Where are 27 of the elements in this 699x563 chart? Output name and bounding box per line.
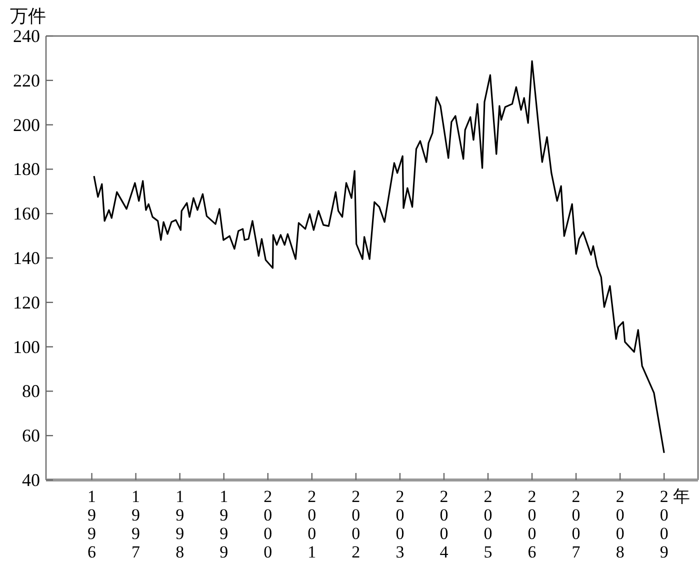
x-tick-label: 2 0 0 6 [528, 487, 536, 562]
x-tick-label: 2 0 0 2 [352, 487, 360, 562]
x-tick-label: 2 0 0 4 [440, 487, 449, 562]
y-tick-label: 200 [13, 114, 40, 135]
x-tick-label: 2 0 0 3 [396, 487, 404, 562]
y-tick-label: 160 [13, 204, 40, 224]
y-tick-label: 240 [13, 26, 40, 46]
y-tick-label: 120 [13, 292, 40, 312]
x-tick-label: 1 9 9 8 [176, 487, 184, 562]
y-tick-label: 60 [22, 426, 40, 446]
y-tick-label: 40 [22, 470, 40, 490]
x-axis-title: 年 [673, 487, 690, 506]
x-tick-label: 2 0 0 8 [616, 487, 624, 562]
x-tick-label: 2 0 0 0 [264, 487, 272, 562]
y-tick-label: 80 [22, 381, 40, 402]
x-tick-label: 1 9 9 7 [132, 487, 141, 562]
y-axis-title: 万件 [10, 6, 46, 26]
x-tick-label: 2 0 0 9 [660, 487, 668, 562]
y-tick-label: 220 [13, 70, 40, 90]
x-tick-label: 2 0 0 7 [572, 487, 581, 562]
y-tick-label: 140 [13, 248, 40, 268]
y-tick-label: 180 [13, 159, 40, 180]
x-tick-label: 2 0 0 5 [484, 487, 492, 562]
x-tick-label: 2 0 0 1 [308, 487, 316, 562]
y-tick-label: 100 [13, 336, 40, 357]
x-tick-label: 1 9 9 6 [88, 487, 96, 562]
x-tick-label: 1 9 9 9 [220, 487, 228, 562]
